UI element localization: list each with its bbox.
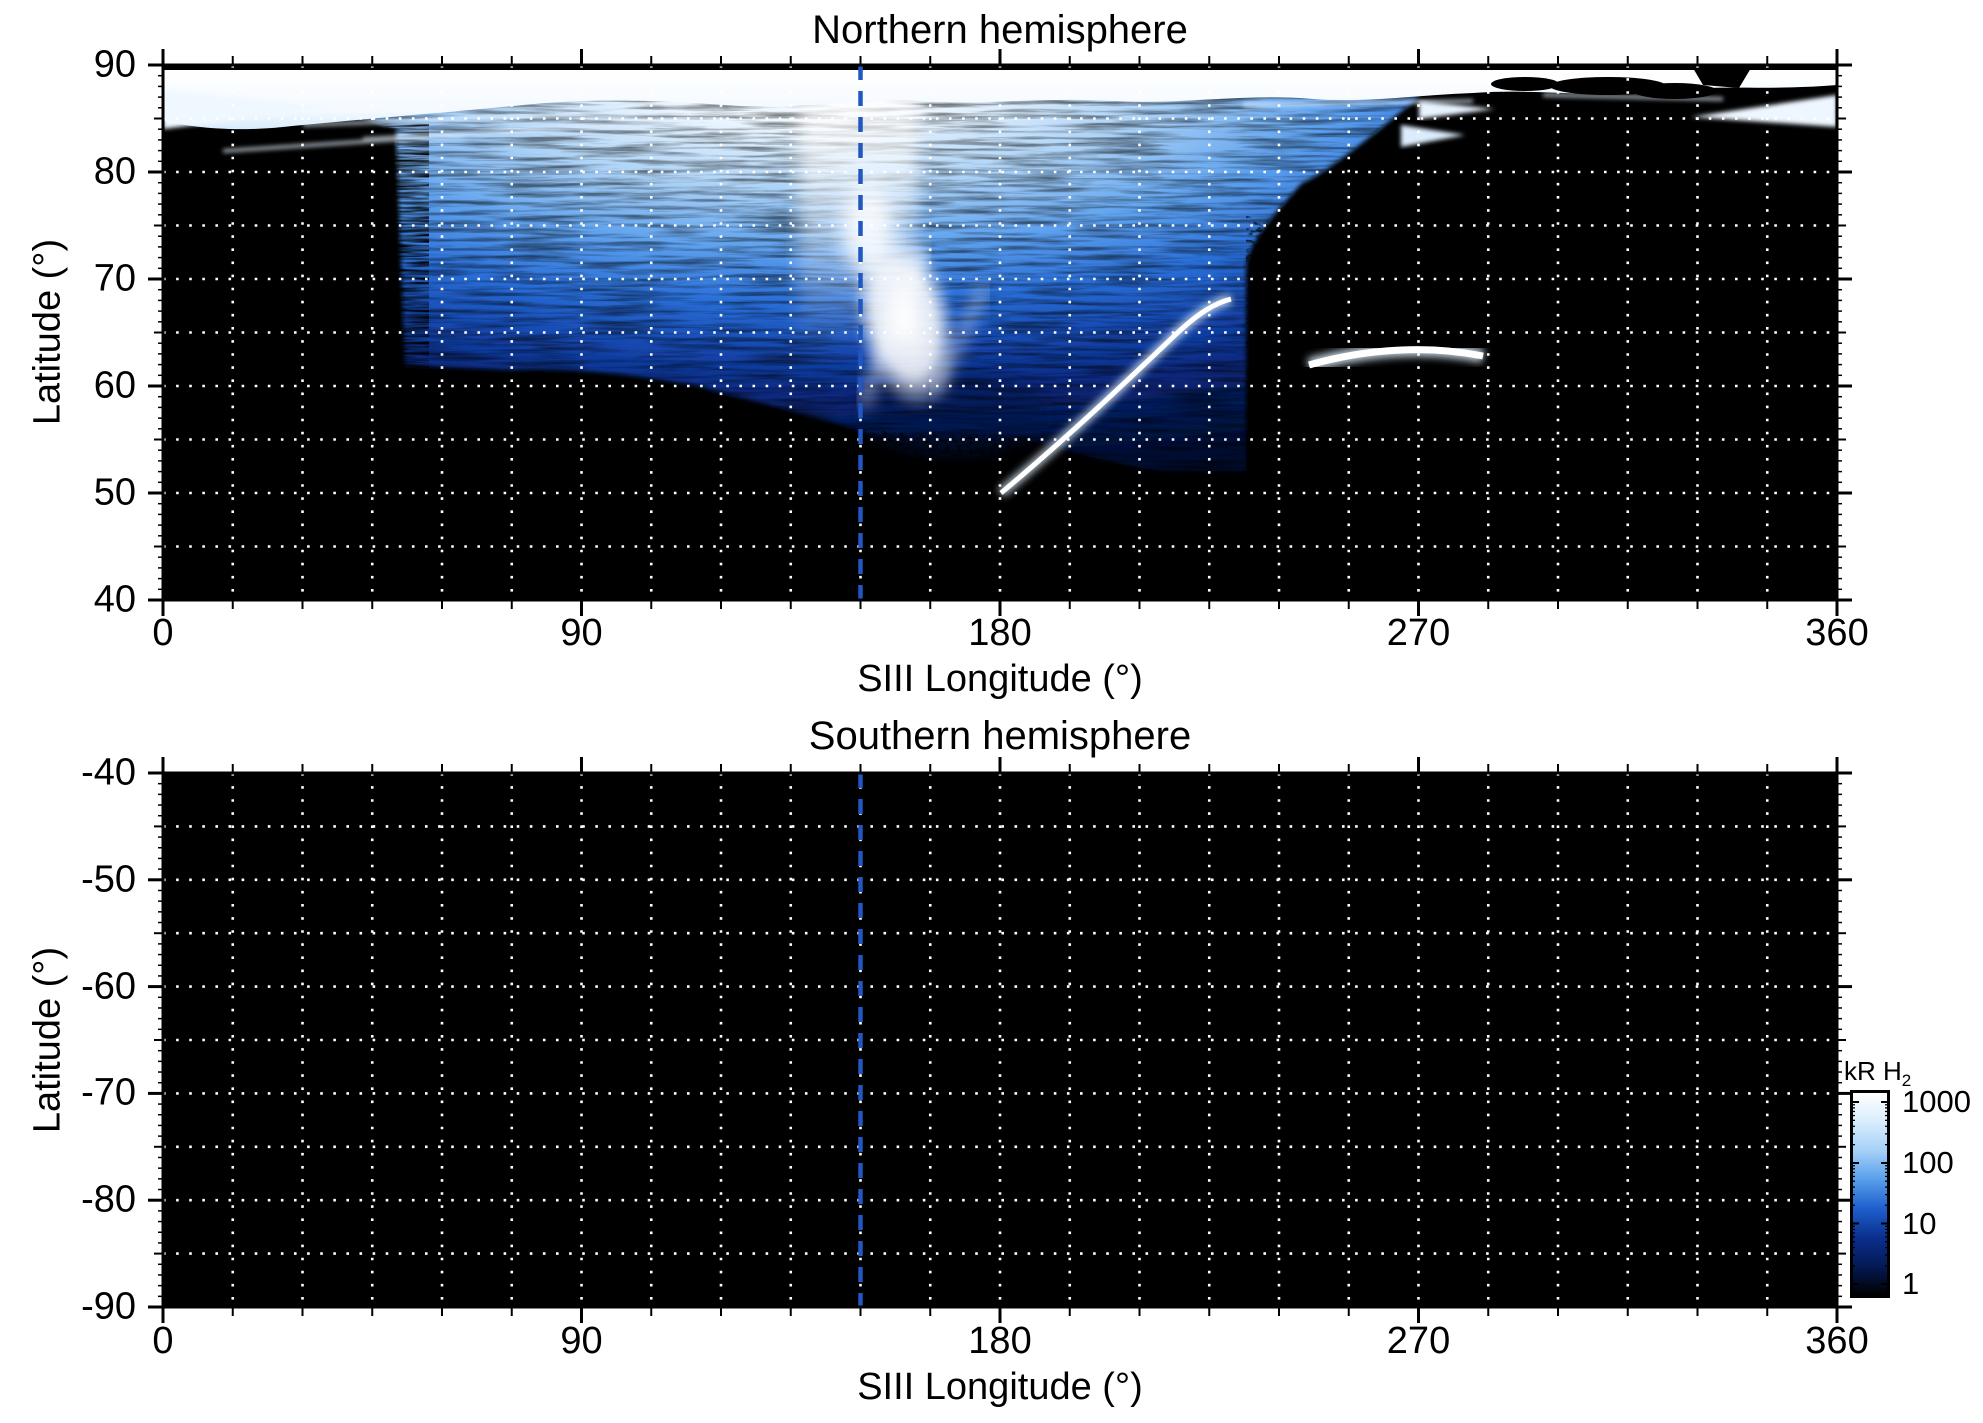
north-gridlines <box>163 65 1837 600</box>
south-yaxis-label: Latitude (°) <box>26 946 69 1134</box>
north-yaxis-label: Latitude (°) <box>26 238 69 426</box>
left-white-fingers <box>163 90 335 129</box>
north-x-tick-label: 270 <box>1386 612 1451 654</box>
south-x-tick-labels: 0 90 180 270 360 <box>152 1320 1868 1366</box>
south-x-tick-label: 180 <box>968 1320 1032 1362</box>
north-plot-area <box>148 49 1852 616</box>
south-y-tick-label: -80 <box>81 1178 136 1221</box>
north-axis-ticks <box>148 49 1852 616</box>
colorbar-ticks <box>1850 1101 1890 1285</box>
south-background <box>163 773 1837 1307</box>
north-y-tick-label: 50 <box>93 471 136 514</box>
colorbar-tick-label: 1 <box>1902 1266 1920 1301</box>
cap-black-notch <box>1693 68 1751 88</box>
south-y-tick-label: -50 <box>81 858 136 901</box>
bright-streak-1 <box>857 242 931 408</box>
bright-streak-2 <box>930 282 990 398</box>
south-axis-ticks <box>148 757 1852 1323</box>
colorbar <box>1850 1090 1890 1298</box>
south-xaxis-label: SIII Longitude (°) <box>857 1366 1143 1408</box>
north-y-tick-label: 90 <box>93 43 136 86</box>
speckle-fringe-bottom-right <box>1033 437 1246 565</box>
south-y-tick-label: -70 <box>81 1071 136 1114</box>
colorbar-tick-label: 100 <box>1902 1145 1954 1180</box>
north-x-tick-label: 180 <box>968 612 1032 654</box>
south-y-tick-label: -90 <box>81 1285 136 1328</box>
bright-blob-upper <box>836 172 900 288</box>
south-x-tick-label: 90 <box>560 1320 603 1362</box>
south-y-tick-labels: -40 -50 -60 -70 -80 -90 <box>0 752 140 1328</box>
bright-arc-filaments <box>997 294 1485 497</box>
north-y-tick-labels: 90 80 70 60 50 40 <box>0 44 140 621</box>
north-x-tick-labels: 0 90 180 270 360 <box>152 612 1868 658</box>
north-xaxis-label: SIII Longitude (°) <box>857 658 1143 700</box>
north-x-tick-label: 360 <box>1805 612 1869 654</box>
colorbar-tick-label: 1000 <box>1902 1084 1971 1119</box>
south-y-tick-label: -60 <box>81 965 136 1008</box>
colorbar-tick-label: 10 <box>1902 1205 1937 1241</box>
colorbar-title: kR H2 <box>1844 1056 1912 1091</box>
south-x-tick-label: 270 <box>1386 1320 1451 1362</box>
north-panel-title: Northern hemisphere <box>812 8 1188 52</box>
south-panel-title: Southern hemisphere <box>808 714 1192 758</box>
south-x-tick-label: 360 <box>1805 1320 1869 1362</box>
south-x-tick-label: 0 <box>152 1320 174 1362</box>
north-y-tick-label: 40 <box>93 578 136 621</box>
south-y-tick-label: -40 <box>81 751 136 794</box>
north-x-tick-label: 0 <box>152 612 174 654</box>
north-y-tick-label: 70 <box>93 257 136 300</box>
south-plot-area <box>148 757 1852 1323</box>
striated-left-edge <box>385 123 429 373</box>
north-x-tick-label: 90 <box>560 612 603 654</box>
north-y-tick-label: 60 <box>93 364 136 407</box>
north-y-tick-label: 80 <box>93 150 136 193</box>
speckle-column-bottom <box>723 395 1033 600</box>
